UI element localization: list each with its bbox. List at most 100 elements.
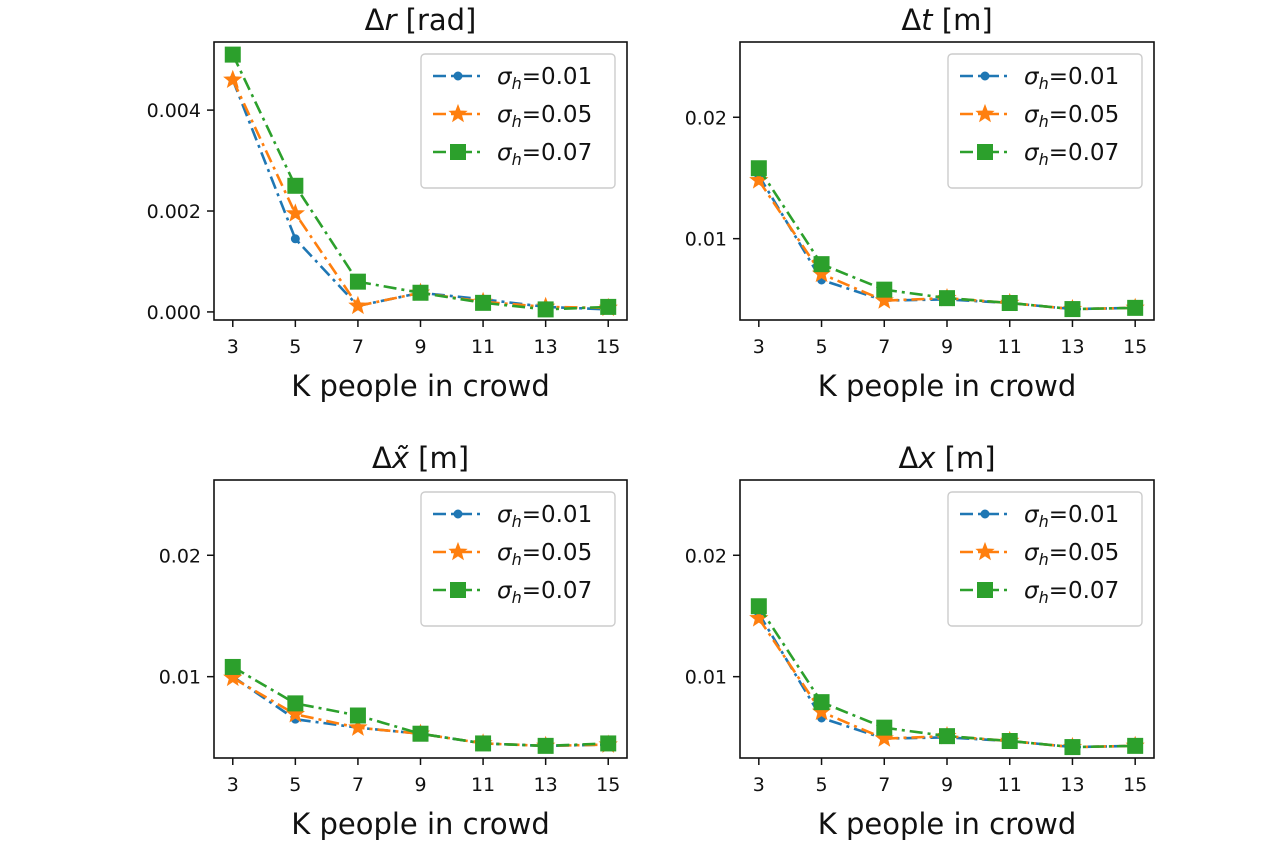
legend-marker [450, 582, 466, 598]
chart-title-delta-x: Δx [m] [898, 441, 995, 475]
y-tick-label: 0.002 [147, 201, 201, 223]
legend-marker [448, 103, 468, 123]
title-delta: Δ [898, 441, 918, 475]
legend-value: =0.07 [522, 578, 592, 604]
legend-sigma: σ [1024, 540, 1040, 566]
title-unit: [m] [409, 441, 469, 475]
legend-value: =0.07 [1049, 140, 1119, 166]
x-axis-label: K people in crowd [291, 369, 550, 403]
legend-value: =0.05 [522, 540, 592, 566]
chart-title-delta-x-tilde: Δx̃ [m] [372, 441, 469, 475]
chart-delta-x-tilde: Δx̃ [m] 3 5 7 9 11 13 15 0.01 0.02 K people in cro… [159, 441, 628, 841]
legend-entry-label: σh=0.05 [497, 540, 592, 569]
data-point [475, 294, 492, 311]
legend-sigma: σ [1024, 64, 1040, 90]
data-point [876, 281, 893, 298]
x-tick-label: 7 [878, 336, 890, 358]
x-tick-label: 11 [471, 336, 495, 358]
axes-frame [213, 479, 628, 759]
legend-sigma: σ [1024, 502, 1040, 528]
data-point [939, 290, 955, 307]
title-unit: [rad] [396, 3, 476, 37]
data-point [537, 737, 554, 754]
legend-value: =0.07 [522, 140, 592, 166]
legend-marker [453, 509, 463, 519]
legend-subscript: h [1039, 550, 1049, 569]
legend-sigma: σ [1024, 140, 1040, 166]
series-line-2 [757, 167, 1136, 311]
data-point [412, 725, 429, 742]
legend-sigma: σ [497, 502, 513, 528]
data-point [750, 160, 767, 177]
y-tick-label: 0.000 [147, 302, 201, 324]
x-tick-label: 9 [414, 336, 426, 358]
data-point [412, 284, 429, 301]
legend-marker [975, 541, 995, 561]
data-point [287, 177, 304, 194]
legend-value: =0.01 [522, 64, 592, 90]
title-unit: [m] [935, 441, 995, 475]
legend-box [947, 491, 1143, 627]
data-point [348, 717, 368, 736]
x-tick-label: 11 [998, 336, 1022, 358]
legend-marker [980, 71, 990, 81]
data-point [290, 234, 300, 244]
data-point [285, 203, 305, 222]
legend-box [420, 491, 616, 627]
legend-box [947, 53, 1143, 189]
legend-subscript: h [512, 150, 522, 169]
legend-sigma: σ [1024, 102, 1040, 128]
y-tick-label: 0.02 [685, 107, 727, 129]
legend-sigma: σ [497, 140, 513, 166]
chart-title-delta-r: Δr [rad] [365, 3, 477, 37]
data-point [287, 695, 304, 712]
data-point [600, 735, 617, 752]
legend-marker [450, 144, 466, 160]
x-tick-label: 13 [534, 774, 558, 796]
data-point [874, 728, 894, 747]
x-tick-label: 3 [227, 774, 239, 796]
data-point [1001, 733, 1018, 750]
axes-frame [213, 41, 628, 321]
x-tick-label: 13 [1060, 336, 1084, 358]
legend-value: =0.05 [1049, 540, 1119, 566]
title-variable: x [917, 441, 936, 475]
y-tick-label: 0.01 [159, 667, 201, 689]
x-tick-label: 5 [289, 336, 301, 358]
x-tick-label: 15 [596, 336, 620, 358]
axes-frame [739, 479, 1155, 759]
data-point [939, 728, 955, 745]
data-point [349, 707, 366, 724]
legend-subscript: h [1039, 588, 1049, 607]
y-tick-label: 0.02 [159, 545, 201, 567]
x-tick-label: 3 [753, 774, 765, 796]
legend-subscript: h [512, 588, 522, 607]
legend-box [420, 53, 616, 189]
data-point [348, 295, 368, 315]
x-tick-label: 11 [471, 774, 495, 796]
y-tick-label: 0.004 [147, 100, 201, 122]
title-delta: Δ [365, 3, 385, 37]
legend-subscript: h [1039, 150, 1049, 169]
legend-entry-label: σh=0.01 [1024, 502, 1119, 531]
x-tick-label: 7 [878, 774, 890, 796]
axes-frame [739, 41, 1155, 321]
title-delta: Δ [901, 3, 921, 37]
x-tick-label: 5 [815, 336, 827, 358]
chart-delta-x: Δx [m] 3 5 7 9 11 13 15 0.01 0.02 K people in crow… [685, 441, 1155, 841]
x-tick-label: 15 [596, 774, 620, 796]
legend-marker [977, 582, 993, 598]
chart-delta-t: Δt [m] 3 5 7 9 11 13 15 0.01 0.02 K people in crow… [685, 3, 1155, 403]
title-variable: x̃ [391, 441, 410, 475]
legend-entry-label: σh=0.07 [1024, 578, 1119, 607]
data-point [1001, 295, 1018, 312]
legend-sigma: σ [497, 64, 513, 90]
legend-subscript: h [512, 512, 522, 531]
legend-entry-label: σh=0.05 [1024, 540, 1119, 569]
data-point [224, 46, 241, 63]
title-variable: r [384, 3, 398, 37]
x-tick-label: 5 [289, 774, 301, 796]
